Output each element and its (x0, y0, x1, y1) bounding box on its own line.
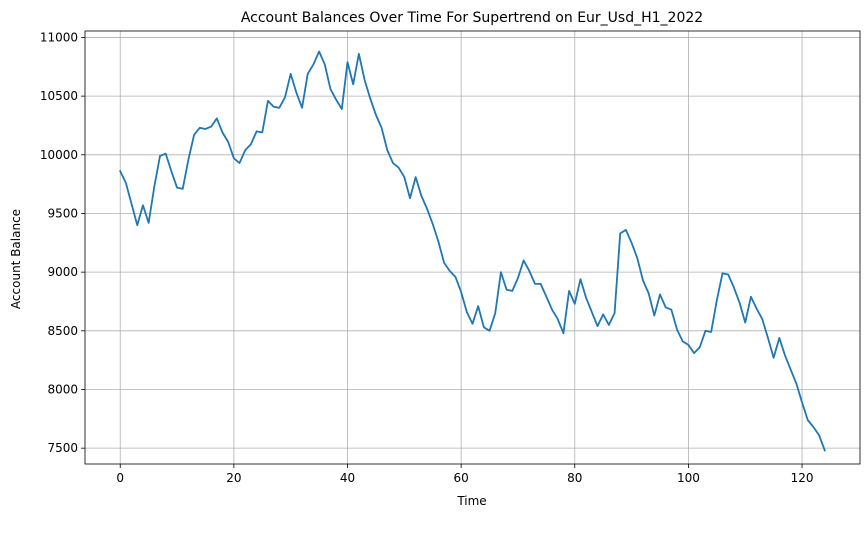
x-tick-label: 20 (226, 471, 241, 485)
y-tick-label: 9000 (47, 265, 78, 279)
x-tick-label: 100 (677, 471, 700, 485)
x-tick-label: 120 (791, 471, 814, 485)
series-layer (119, 50, 826, 452)
chart-title: Account Balances Over Time For Supertren… (241, 10, 703, 26)
y-tick-label: 9500 (47, 206, 78, 220)
y-tick-label: 8500 (47, 324, 78, 338)
y-tick-label: 11000 (40, 30, 78, 44)
y-tick-label: 7500 (47, 441, 78, 455)
x-tick-label: 60 (453, 471, 468, 485)
y-tick-label: 8000 (47, 382, 78, 396)
y-axis-label: Account Balance (9, 209, 23, 309)
y-tick-label: 10500 (40, 89, 78, 103)
x-tick-label: 0 (116, 471, 124, 485)
axis-ticks: 0 20 40 60 80 100 120 7500 8000 8500 9000 9500 10000… (40, 30, 814, 485)
x-axis-label: Time (456, 494, 486, 508)
y-tick-label: 10000 (40, 148, 78, 162)
x-tick-label: 40 (340, 471, 355, 485)
x-tick-label: 80 (567, 471, 582, 485)
grid-lines (85, 31, 860, 464)
plot-frame (84, 30, 861, 465)
series-line (119, 50, 826, 452)
